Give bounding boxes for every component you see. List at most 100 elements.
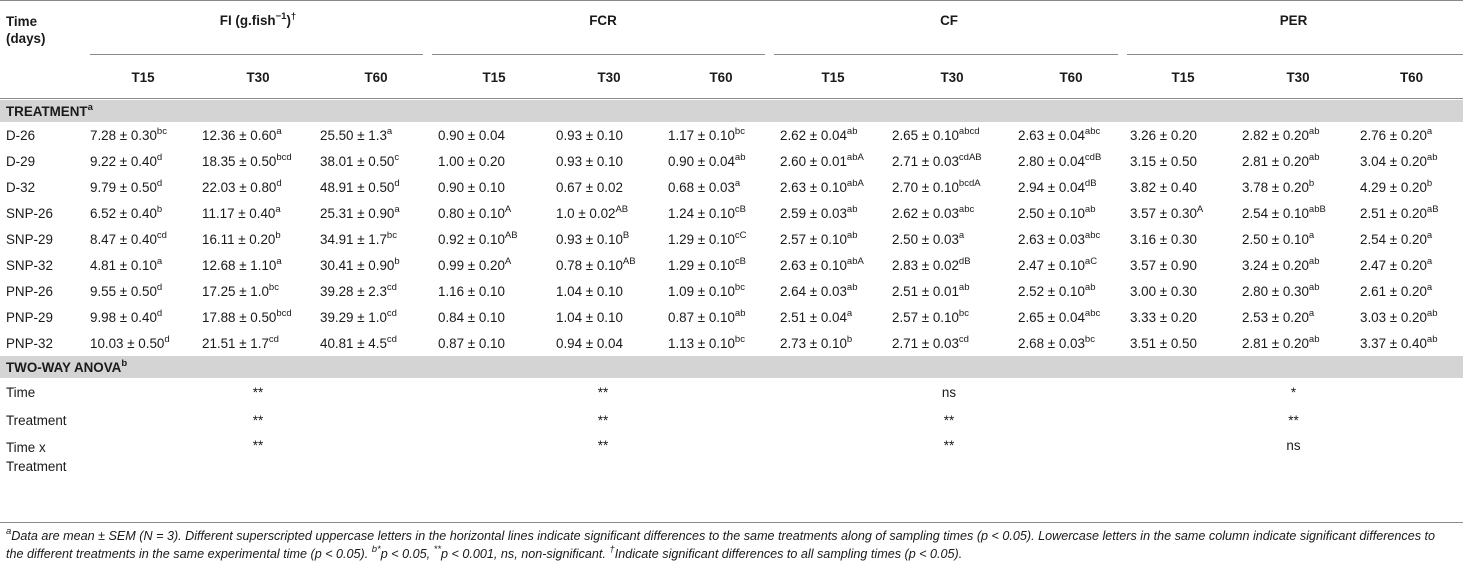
anova-significance: ns [941,384,957,400]
cell-value: 2.70 ± 0.10 [892,179,959,195]
table-row: PNP-32 10.03 ± 0.50d 21.51 ± 1.7cd 40.81 ± … [0,330,1463,356]
table-cell: 39.28 ± 2.3cd [314,278,432,304]
cell-superscript: A [504,203,512,215]
table-row: SNP-26 6.52 ± 0.40b 11.17 ± 0.40a 25.31 ± 0… [0,200,1463,226]
cell-superscript: a [1308,229,1315,241]
cell-superscript: AB [615,203,629,215]
table-cell: 3.57 ± 0.90 [1124,252,1236,278]
table-cell: 2.62 ± 0.03abc [886,200,1012,226]
cell-value: 2.51 ± 0.20 [1360,205,1427,221]
table-cell: 0.94 ± 0.04 [550,330,662,356]
cell-superscript: a [1426,255,1433,267]
cell-superscript: d [164,333,170,345]
row-label: PNP-32 [6,335,53,351]
table-cell: 2.51 ± 0.04a [774,304,886,330]
cell-superscript: abA [846,255,864,267]
table-cell: 1.00 ± 0.20 [432,148,550,174]
cell-value: 3.57 ± 0.90 [1130,257,1197,273]
table-cell: 40.81 ± 4.5cd [314,330,432,356]
section-label-text: TREATMENT [6,103,88,119]
cell-value: 2.57 ± 0.10 [780,231,847,247]
cell-superscript: ab [1084,281,1096,293]
group-label: CF [940,13,958,28]
anova-significance: ** [252,384,264,400]
time-header-line1: Time [6,14,38,29]
cell-value: 1.04 ± 0.10 [556,283,623,299]
cell-superscript: ab [846,281,858,293]
table-cell: 2.83 ± 0.02dB [886,252,1012,278]
group-sup: −1 [275,11,287,22]
table-cell: 2.51 ± 0.20aB [1354,200,1463,226]
anova-significance: ns [1286,438,1301,453]
table-cell: 2.80 ± 0.04cdB [1012,148,1124,174]
cell-value: 0.78 ± 0.10 [556,257,623,273]
anova-rows: Time ** ** ns * Treatment ** ** ** ** Time x Treatm… [0,378,1463,480]
cell-value: 2.94 ± 0.04 [1018,179,1085,195]
table-row: SNP-32 4.81 ± 0.10a 12.68 ± 1.10a 30.41 ± 0… [0,252,1463,278]
table-cell: 1.24 ± 0.10cB [662,200,774,226]
section-anova: TWO-WAY ANOVAb [0,356,1463,378]
cell-value: 9.55 ± 0.50 [90,283,157,299]
treatment-rows: D-26 7.28 ± 0.30bc 12.36 ± 0.60a 25.50 ± 1.… [0,122,1463,356]
table-cell: 2.65 ± 0.04abc [1012,304,1124,330]
cell-superscript: abc [1084,229,1101,241]
cell-value: 2.59 ± 0.03 [780,205,847,221]
footnote-star2: ** [433,544,442,555]
footnote-text-dagger: Indicate significant differences to all … [614,547,963,561]
table-cell: 7.28 ± 0.30bc [84,122,196,148]
table-cell: 3.26 ± 0.20 [1124,122,1236,148]
table-cell: 2.71 ± 0.03cdAB [886,148,1012,174]
time-subheader: T60 [364,69,388,85]
table-cell: 2.63 ± 0.10abA [774,252,886,278]
cell-superscript: b [1308,177,1315,189]
time-subheader: T30 [940,69,964,85]
table-cell: 1.09 ± 0.10bc [662,278,774,304]
cell-superscript: cd [386,307,397,319]
table-cell: 10.03 ± 0.50d [84,330,196,356]
cell-superscript: cd [386,281,397,293]
cell-value: 2.54 ± 0.10 [1242,205,1309,221]
cell-value: 2.63 ± 0.03 [1018,231,1085,247]
cell-value: 3.24 ± 0.20 [1242,257,1309,273]
anova-significance: ** [1288,412,1299,428]
cell-superscript: a [394,203,400,215]
group-rule-fi [90,54,423,55]
table-row: D-29 9.22 ± 0.40d 18.35 ± 0.50bcd 38.01 ± 0… [0,148,1463,174]
cell-superscript: cd [268,333,279,345]
cell-superscript: d [156,151,163,163]
time-subheader: T30 [597,69,621,85]
group-label: PER [1279,13,1308,28]
time-subheader: T30 [1286,69,1310,85]
table-cell: 2.52 ± 0.10ab [1012,278,1124,304]
cell-superscript: dB [958,255,971,267]
cell-value: 1.29 ± 0.10 [668,257,735,273]
table-cell: 25.50 ± 1.3a [314,122,432,148]
cell-superscript: ab [846,229,858,241]
cell-superscript: abA [846,151,864,163]
table-cell: 18.35 ± 0.50bcd [196,148,314,174]
anova-factor-line1: Treatment [6,412,67,428]
section-label-text: TWO-WAY ANOVA [6,359,122,375]
table-cell: 38.01 ± 0.50c [314,148,432,174]
cell-value: 22.03 ± 0.80 [202,179,277,195]
cell-superscript: ab [1426,333,1438,345]
cell-value: 1.29 ± 0.10 [668,231,735,247]
cell-value: 2.62 ± 0.04 [780,127,847,143]
anova-significance: ** [597,384,609,400]
cell-value: 2.47 ± 0.10 [1018,257,1085,273]
table-cell: 0.78 ± 0.10AB [550,252,662,278]
table-cell: 2.57 ± 0.10bc [886,304,1012,330]
cell-value: 0.93 ± 0.10 [556,153,623,169]
time-subheader: T60 [1399,69,1424,85]
cell-value: 9.79 ± 0.50 [90,179,157,195]
cell-value: 3.26 ± 0.20 [1130,127,1197,143]
table-cell: 2.94 ± 0.04dB [1012,174,1124,200]
table-cell: 2.81 ± 0.20ab [1236,330,1354,356]
table-cell: 0.90 ± 0.04 [432,122,550,148]
table-cell: 4.81 ± 0.10a [84,252,196,278]
table-cell: 3.57 ± 0.30A [1124,200,1236,226]
anova-significance: ** [597,412,609,428]
cell-value: 0.93 ± 0.10 [556,231,623,247]
time-subheader: T60 [1059,69,1083,85]
